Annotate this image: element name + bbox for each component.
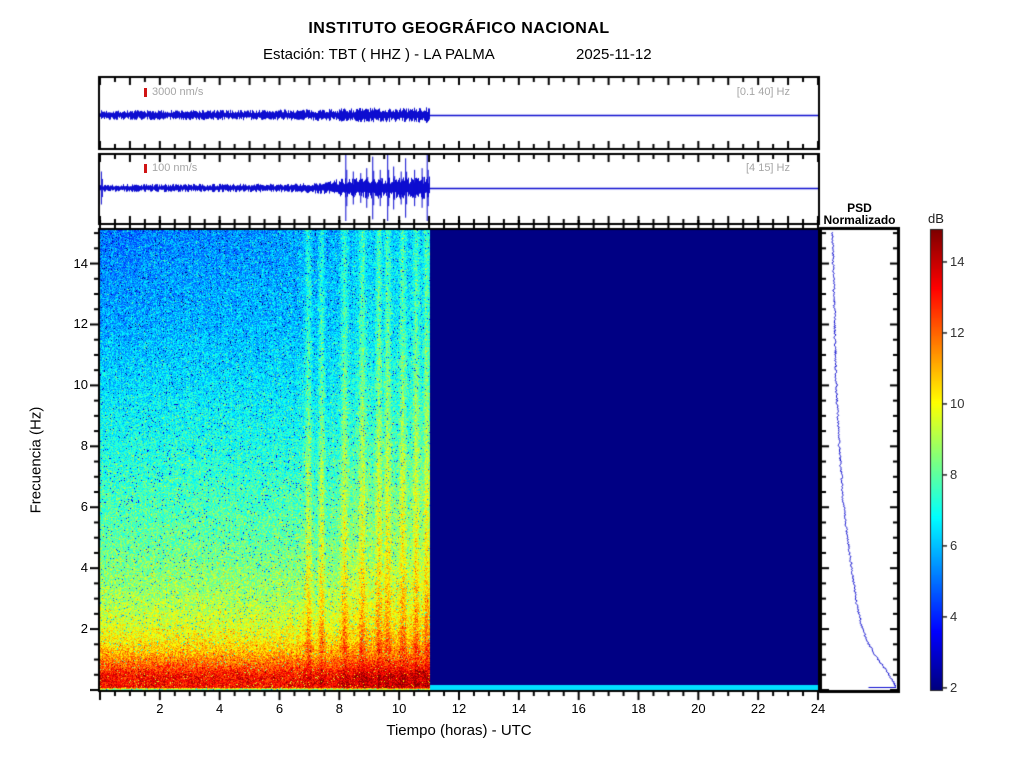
station-subtitle: Estación: TBT ( HHZ ) - LA PALMA — [263, 46, 495, 63]
x-tick-label: 20 — [691, 701, 706, 716]
y-tick-label: 4 — [80, 560, 88, 576]
x-tick-label: 4 — [216, 701, 224, 716]
y-tick-label: 12 — [73, 316, 88, 332]
y-tick-label: 2 — [80, 621, 88, 637]
x-tick-label: 6 — [275, 701, 284, 716]
x-tick-label: 22 — [750, 701, 766, 716]
x-tick-label: 10 — [391, 701, 407, 716]
y-tick-label: 6 — [80, 499, 88, 515]
y-axis-label: Frecuencia (Hz) — [27, 406, 45, 514]
y-tick-label: 10 — [73, 377, 88, 393]
psd-profile-canvas — [811, 220, 908, 700]
x-tick-label: 8 — [335, 701, 343, 716]
x-axis-label: Tiempo (horas) - UTC — [386, 722, 532, 739]
y-tick-label: 14 — [73, 255, 88, 271]
scale-label-broadband: 3000 nm/s — [152, 86, 204, 98]
x-tick-label: 12 — [451, 701, 467, 716]
date-label: 2025-11-12 — [576, 46, 652, 63]
amplitude-scale-marker-icon — [144, 164, 147, 173]
waveform-canvas-broadband — [90, 68, 828, 158]
x-tick-label: 2 — [156, 701, 164, 716]
scale-label-filtered: 100 nm/s — [152, 162, 198, 174]
figure-title: INSTITUTO GEOGRÁFICO NACIONAL — [308, 20, 610, 37]
waveform-canvas-filtered — [90, 145, 828, 233]
colorbar-canvas — [926, 225, 966, 697]
x-tick-label: 18 — [631, 701, 646, 716]
y-tick-label: 8 — [80, 438, 88, 454]
psd-title-line1: PSD — [847, 201, 872, 215]
colorbar-unit-label: dB — [928, 211, 944, 226]
x-tick-label: 14 — [511, 701, 527, 716]
amplitude-scale-marker-icon — [144, 88, 147, 97]
filter-band-label-broadband: [0.1 40] Hz — [736, 86, 790, 98]
filter-band-label-filtered: [4 15] Hz — [745, 162, 790, 174]
x-tick-label: 24 — [810, 701, 826, 716]
spectrogram-canvas — [90, 220, 828, 702]
x-tick-label: 16 — [571, 701, 586, 716]
